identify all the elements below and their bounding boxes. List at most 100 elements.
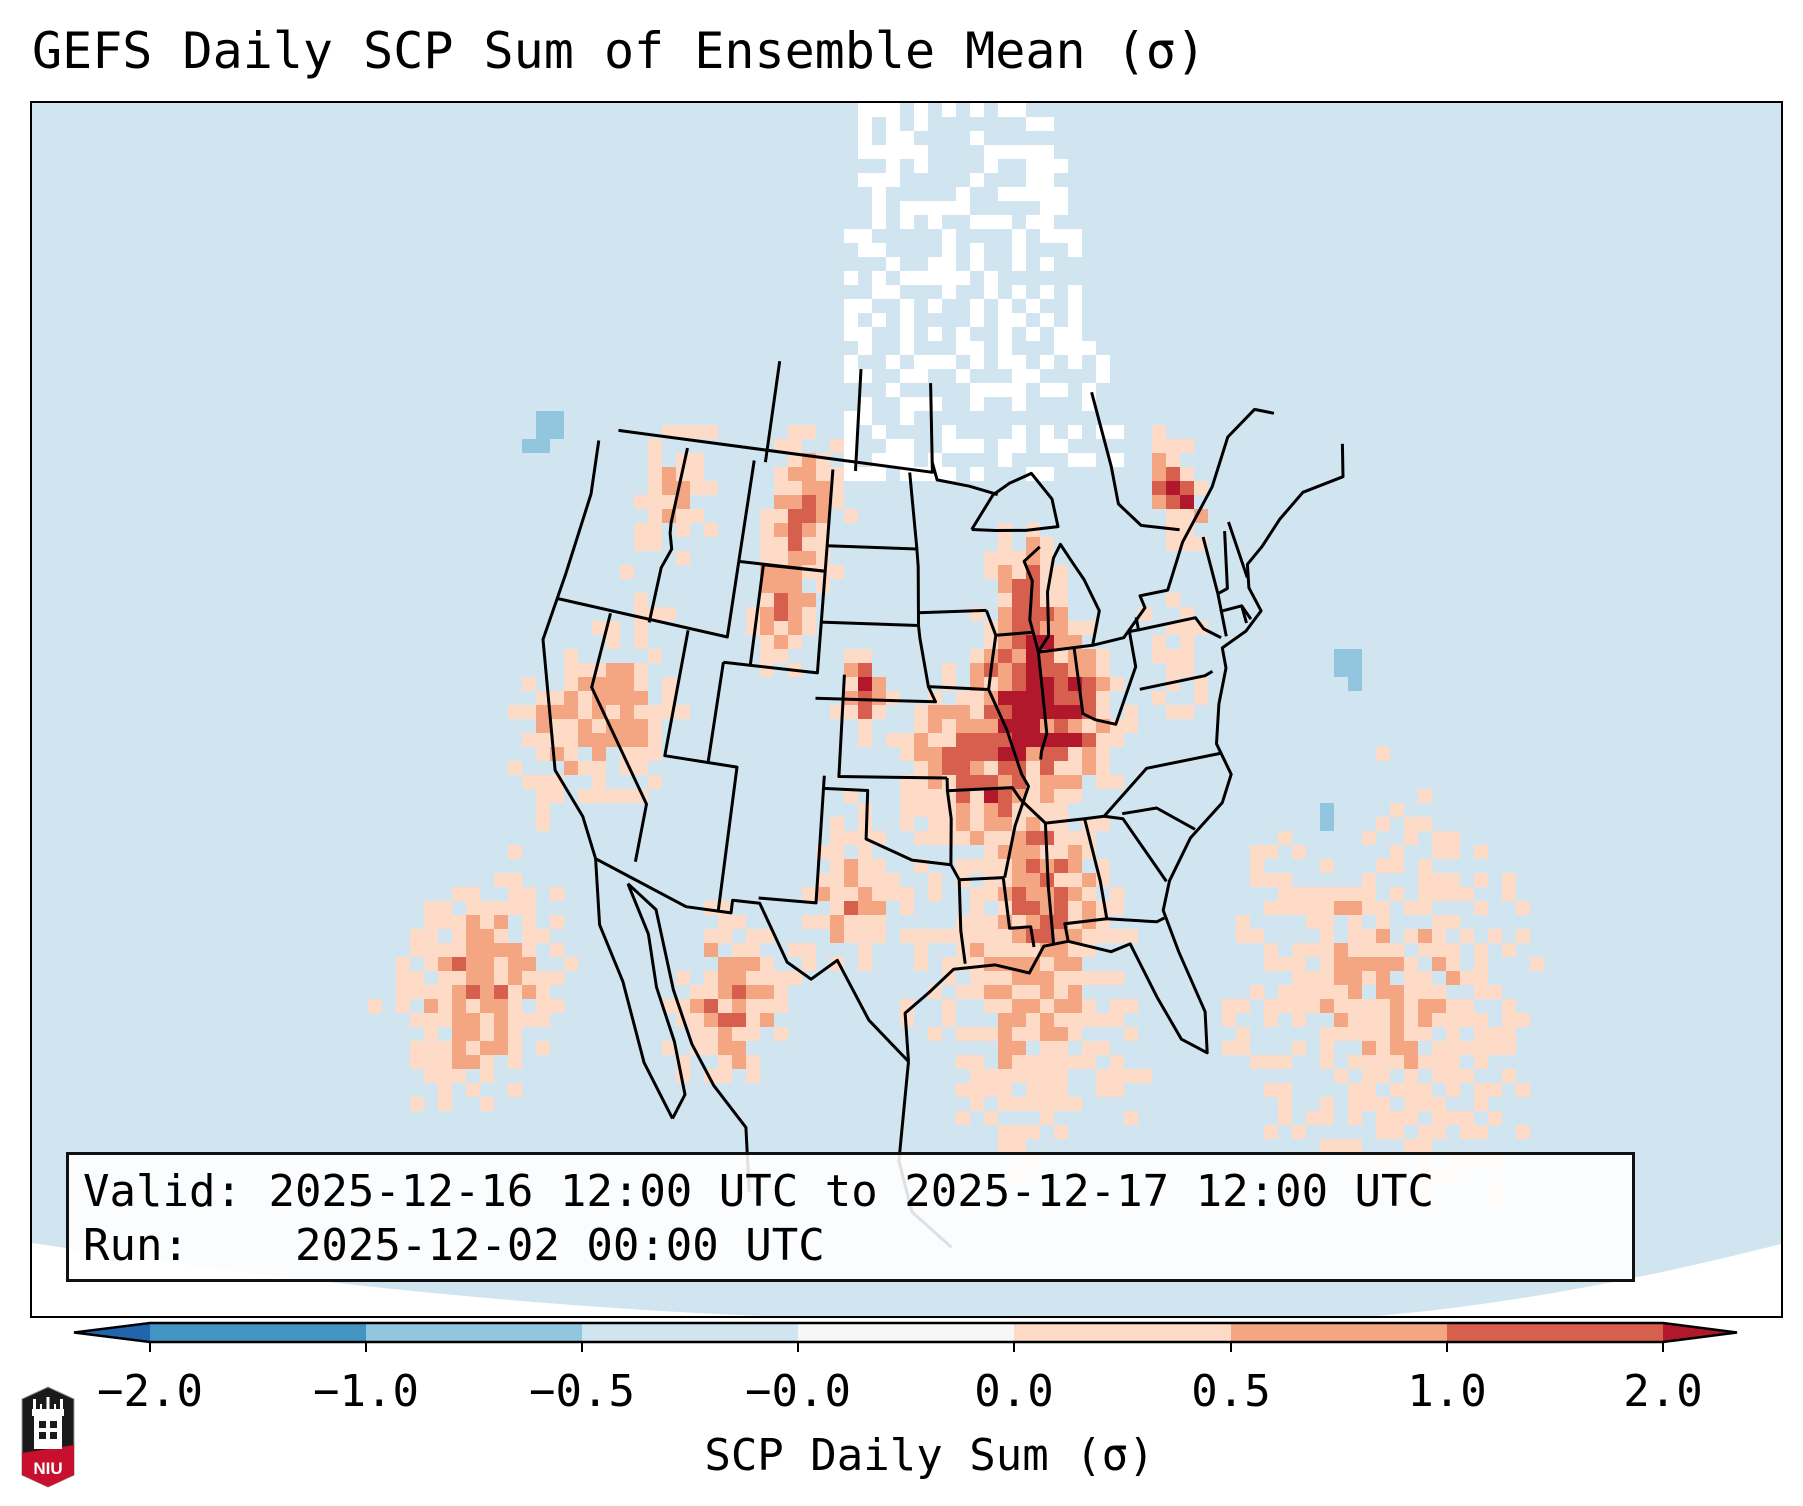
heatmap-cell (1292, 943, 1306, 957)
heatmap-cell (956, 271, 970, 285)
heatmap-cell (844, 313, 858, 327)
heatmap-cell (480, 971, 494, 985)
heatmap-cell (1012, 635, 1026, 649)
boundary-line (594, 857, 910, 1063)
heatmap-cell (732, 999, 746, 1013)
heatmap-cell (1026, 789, 1040, 803)
heatmap-cell (928, 299, 942, 313)
heatmap-cell (1012, 957, 1026, 971)
heatmap-cell (480, 1013, 494, 1027)
heatmap-cell (858, 145, 872, 159)
heatmap-cell (998, 971, 1012, 985)
heatmap-cell (760, 537, 774, 551)
heatmap-cell (942, 229, 956, 243)
heatmap-cell (1068, 789, 1082, 803)
heatmap-cell (1264, 957, 1278, 971)
heatmap-cell (1362, 929, 1376, 943)
heatmap-cell (634, 593, 648, 607)
heatmap-cell (1026, 299, 1040, 313)
heatmap-cell (1012, 1125, 1026, 1139)
heatmap-cell (1026, 859, 1040, 873)
heatmap-cell (1460, 1125, 1474, 1139)
heatmap-cell (1054, 691, 1068, 705)
heatmap-cell (1012, 1139, 1026, 1153)
heatmap-cell (788, 621, 802, 635)
heatmap-cell (914, 789, 928, 803)
heatmap-cell (1026, 1069, 1040, 1083)
heatmap-cell (830, 859, 844, 873)
heatmap-cell (536, 733, 550, 747)
heatmap-cell (998, 579, 1012, 593)
heatmap-cell (1474, 901, 1488, 915)
heatmap-cell (1418, 1139, 1432, 1153)
heatmap-cell (1054, 677, 1068, 691)
heatmap-cell (774, 635, 788, 649)
boundary-line (706, 661, 725, 764)
heatmap-cell (914, 201, 928, 215)
heatmap-cell (704, 999, 718, 1013)
heatmap-cell (774, 495, 788, 509)
heatmap-cell (844, 411, 858, 425)
heatmap-cell (1026, 901, 1040, 915)
heatmap-cell (802, 425, 816, 439)
heatmap-cell (1082, 677, 1096, 691)
heatmap-cell (690, 509, 704, 523)
heatmap-cell (1026, 327, 1040, 341)
heatmap-cell (998, 817, 1012, 831)
heatmap-cell (928, 887, 942, 901)
heatmap-cell (1320, 803, 1334, 817)
heatmap-cell (1320, 999, 1334, 1013)
heatmap-cell (998, 145, 1012, 159)
heatmap-cell (1054, 565, 1068, 579)
heatmap-cell (1516, 1083, 1530, 1097)
heatmap-cell (886, 439, 900, 453)
heatmap-cell (1040, 1111, 1054, 1125)
heatmap-cell (480, 957, 494, 971)
heatmap-cell (1096, 1069, 1110, 1083)
heatmap-cell (900, 747, 914, 761)
heatmap-cell (592, 719, 606, 733)
boundary-line (959, 876, 1036, 948)
heatmap-cell (858, 677, 872, 691)
heatmap-cell (592, 677, 606, 691)
heatmap-cell (718, 1041, 732, 1055)
heatmap-cell (452, 943, 466, 957)
heatmap-cell (648, 537, 662, 551)
colorbar-tick-label: −0.0 (745, 1366, 851, 1417)
heatmap-cell (1096, 691, 1110, 705)
heatmap-cell (1432, 873, 1446, 887)
heatmap-cell (886, 145, 900, 159)
heatmap-cell (690, 985, 704, 999)
heatmap-cell (1362, 873, 1376, 887)
heatmap-cell (648, 649, 662, 663)
heatmap-cell (1054, 873, 1068, 887)
heatmap-cell (900, 887, 914, 901)
heatmap-cell (1334, 971, 1348, 985)
heatmap-cell (914, 747, 928, 761)
heatmap-cell (1306, 1111, 1320, 1125)
heatmap-cell (1012, 943, 1026, 957)
boundary-line (1106, 916, 1166, 924)
heatmap-cell (1390, 1125, 1404, 1139)
heatmap-cell (1054, 719, 1068, 733)
heatmap-cell (1040, 537, 1054, 551)
heatmap-cell (746, 1027, 760, 1041)
heatmap-cell (508, 1013, 522, 1027)
heatmap-cell (508, 887, 522, 901)
heatmap-cell (970, 943, 984, 957)
heatmap-cell (914, 705, 928, 719)
heatmap-cell (998, 789, 1012, 803)
heatmap-cell (858, 873, 872, 887)
heatmap-cell (410, 929, 424, 943)
heatmap-cell (564, 691, 578, 705)
heatmap-cell (1446, 1111, 1460, 1125)
heatmap-cell (1418, 817, 1432, 831)
heatmap-cell (956, 747, 970, 761)
heatmap-cell (928, 873, 942, 887)
heatmap-cell (998, 299, 1012, 313)
heatmap-cell (1054, 761, 1068, 775)
run-line: Run: 2025-12-02 00:00 UTC (83, 1219, 1632, 1273)
heatmap-cell (746, 999, 760, 1013)
heatmap-cell (466, 943, 480, 957)
heatmap-cell (1292, 901, 1306, 915)
